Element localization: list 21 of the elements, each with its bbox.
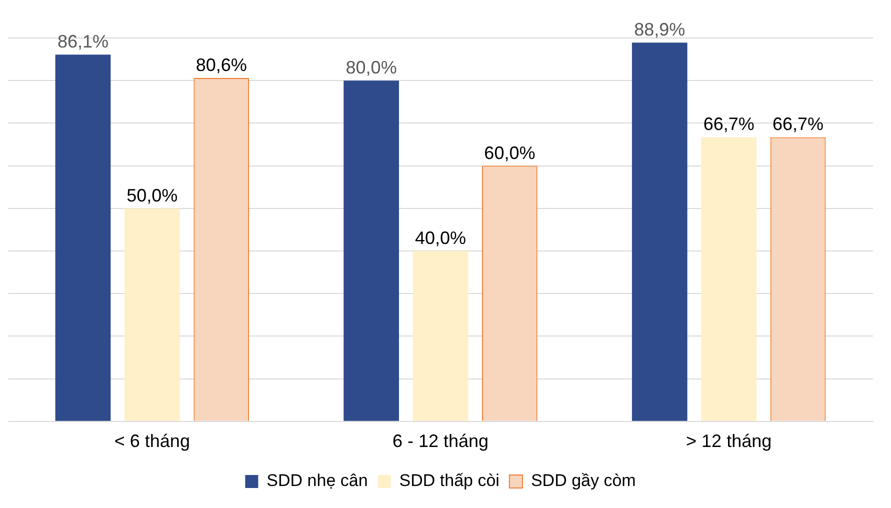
data-label: 66,7%	[772, 114, 824, 134]
data-label: 40,0%	[414, 228, 466, 248]
data-label: 60,0%	[484, 142, 536, 163]
bar	[701, 137, 757, 421]
x-tick-label: 6 - 12 tháng	[392, 431, 489, 452]
x-tick-label: > 12 tháng	[686, 431, 772, 452]
bar	[344, 80, 399, 421]
data-label: 80,6%	[196, 55, 247, 76]
data-label: 88,9%	[634, 20, 686, 40]
legend-label: SDD gầy còm	[530, 471, 636, 490]
data-label: 86,1%	[57, 32, 108, 52]
bar	[632, 42, 688, 421]
legend-label: SDD thấp còi	[399, 471, 500, 490]
bar	[124, 208, 180, 421]
bar	[55, 54, 111, 421]
data-label: 50,0%	[126, 185, 178, 206]
bar	[412, 251, 468, 421]
data-label: 80,0%	[346, 58, 397, 78]
x-tick-label: < 6 tháng	[114, 431, 190, 452]
data-label: 66,7%	[703, 114, 754, 134]
legend-label: SDD nhẹ cân	[266, 471, 368, 490]
